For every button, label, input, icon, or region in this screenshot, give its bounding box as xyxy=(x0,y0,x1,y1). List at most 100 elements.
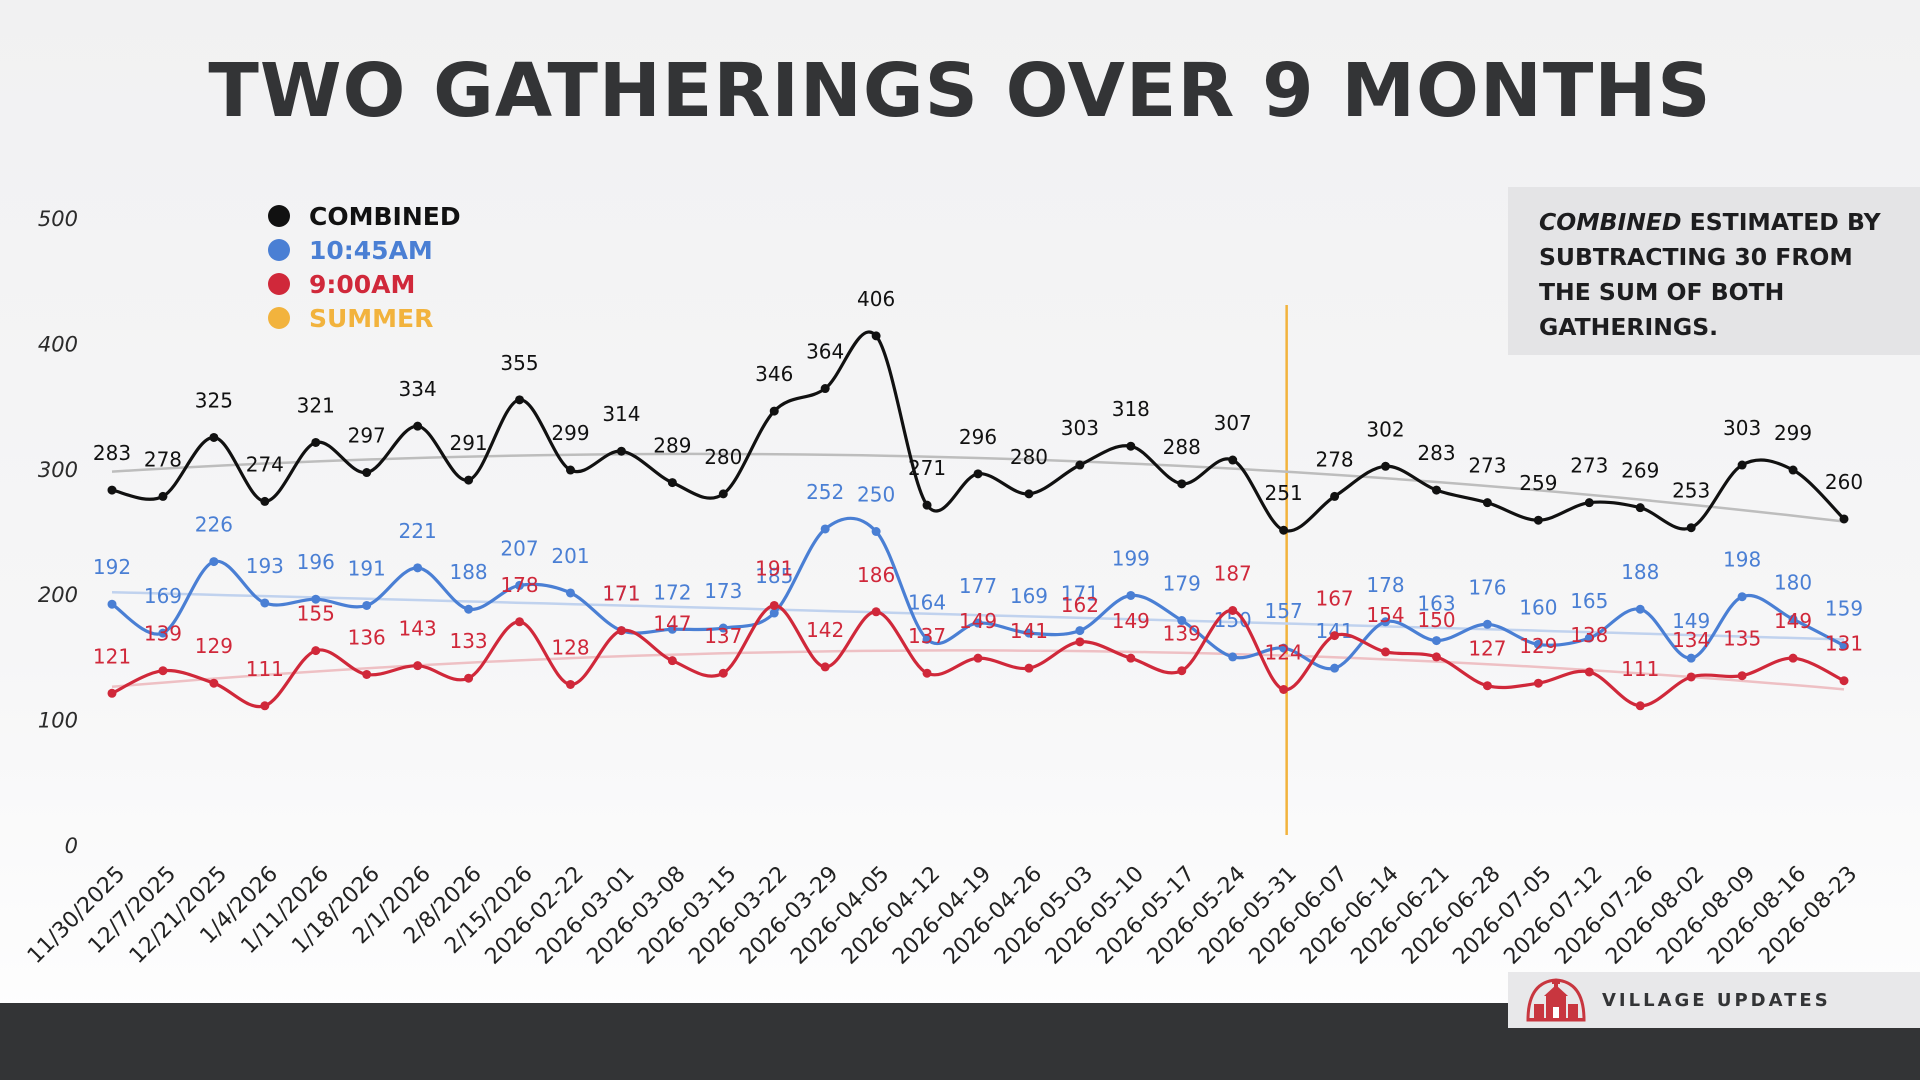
data-point xyxy=(515,580,525,590)
data-label: 111 xyxy=(1621,657,1659,681)
data-point xyxy=(209,678,219,688)
data-label: 250 xyxy=(857,483,895,507)
trend-line xyxy=(111,649,1845,691)
data-label: 278 xyxy=(144,447,182,471)
data-label: 133 xyxy=(449,629,487,653)
data-label: 172 xyxy=(653,580,691,604)
data-point xyxy=(1686,653,1696,663)
data-label: 147 xyxy=(653,612,691,636)
data-label: 135 xyxy=(1723,627,1761,651)
legend-dot-combined xyxy=(268,205,290,227)
legend-item-combined: COMBINED xyxy=(268,199,461,233)
data-point xyxy=(260,701,270,711)
data-point xyxy=(973,469,983,479)
data-label: 163 xyxy=(1417,592,1455,616)
data-point xyxy=(311,594,321,604)
data-point xyxy=(158,628,168,638)
data-label: 192 xyxy=(93,555,131,579)
data-label: 160 xyxy=(1519,595,1557,619)
data-label: 278 xyxy=(1315,447,1353,471)
data-point xyxy=(667,656,677,666)
data-point xyxy=(1482,498,1492,508)
data-label: 321 xyxy=(297,393,335,417)
data-label: 111 xyxy=(246,657,284,681)
branding-name: VILLAGE UPDATES xyxy=(1602,989,1831,1011)
data-label: 193 xyxy=(246,554,284,578)
data-label: 171 xyxy=(1061,582,1099,606)
data-point xyxy=(871,607,881,617)
data-label: 303 xyxy=(1723,416,1761,440)
data-point xyxy=(565,465,575,475)
data-label: 171 xyxy=(602,582,640,606)
data-point xyxy=(718,489,728,499)
data-point xyxy=(718,623,728,633)
data-point xyxy=(1788,614,1798,624)
legend-label-summer: SUMMER xyxy=(309,303,434,333)
data-point xyxy=(871,527,881,536)
data-point xyxy=(922,634,932,644)
data-point xyxy=(1686,523,1696,533)
data-label: 280 xyxy=(1010,445,1048,469)
data-label: 138 xyxy=(1570,623,1608,647)
data-point xyxy=(107,485,117,495)
data-point xyxy=(311,437,321,447)
page-title: TWO GATHERINGS OVER 9 MONTHS xyxy=(208,48,1712,134)
data-label: 121 xyxy=(93,644,131,668)
data-label: 129 xyxy=(195,634,233,658)
data-point xyxy=(1381,617,1391,627)
data-point xyxy=(209,557,219,567)
data-point xyxy=(1737,592,1747,602)
data-label: 127 xyxy=(1468,637,1506,661)
data-point xyxy=(1177,616,1187,626)
note-emphasis: COMBINED xyxy=(1539,208,1682,236)
data-label: 149 xyxy=(1112,609,1150,633)
data-point xyxy=(1177,666,1187,676)
data-point xyxy=(413,563,423,573)
data-label: 406 xyxy=(857,287,895,311)
data-label: 186 xyxy=(857,563,895,587)
data-point xyxy=(107,688,117,698)
data-label: 171 xyxy=(602,582,640,606)
attendance-line-chart: 010020030040050011/30/202512/7/202512/21… xyxy=(23,207,1863,970)
data-label: 188 xyxy=(1621,560,1659,584)
data-point xyxy=(1584,498,1594,508)
y-tick-label: 500 xyxy=(38,207,78,231)
data-point xyxy=(1279,643,1289,653)
data-point xyxy=(1126,653,1136,663)
data-label: 157 xyxy=(1265,599,1303,623)
data-point xyxy=(820,524,830,534)
data-point xyxy=(1482,681,1492,691)
data-point xyxy=(769,406,779,416)
data-point xyxy=(1228,606,1238,616)
data-label: 302 xyxy=(1366,417,1404,441)
data-label: 136 xyxy=(348,625,386,649)
trend-line xyxy=(111,452,1845,523)
data-point xyxy=(1075,637,1085,647)
data-label: 149 xyxy=(959,609,997,633)
data-label: 291 xyxy=(449,431,487,455)
data-label: 259 xyxy=(1519,471,1557,495)
data-label: 179 xyxy=(1163,572,1201,596)
legend-dot-late xyxy=(268,239,290,261)
series-line xyxy=(111,516,1845,671)
data-point xyxy=(209,432,219,442)
data-point xyxy=(260,496,270,506)
data-label: 296 xyxy=(959,425,997,449)
data-label: 303 xyxy=(1061,416,1099,440)
data-point xyxy=(464,475,474,485)
data-point xyxy=(1788,465,1798,475)
data-label: 131 xyxy=(1825,632,1863,656)
legend-label-early: 9:00AM xyxy=(309,269,416,299)
methodology-note: COMBINED ESTIMATED BY SUBTRACTING 30 FRO… xyxy=(1508,187,1920,355)
data-point xyxy=(820,662,830,672)
data-point xyxy=(1635,503,1645,513)
data-label: 124 xyxy=(1265,641,1303,665)
data-point xyxy=(413,661,423,671)
data-label: 314 xyxy=(602,402,640,426)
data-label: 273 xyxy=(1570,454,1608,478)
data-point xyxy=(1381,461,1391,471)
data-point xyxy=(1024,628,1034,638)
data-label: 137 xyxy=(704,624,742,648)
data-label: 198 xyxy=(1723,548,1761,572)
data-point xyxy=(1839,641,1849,651)
